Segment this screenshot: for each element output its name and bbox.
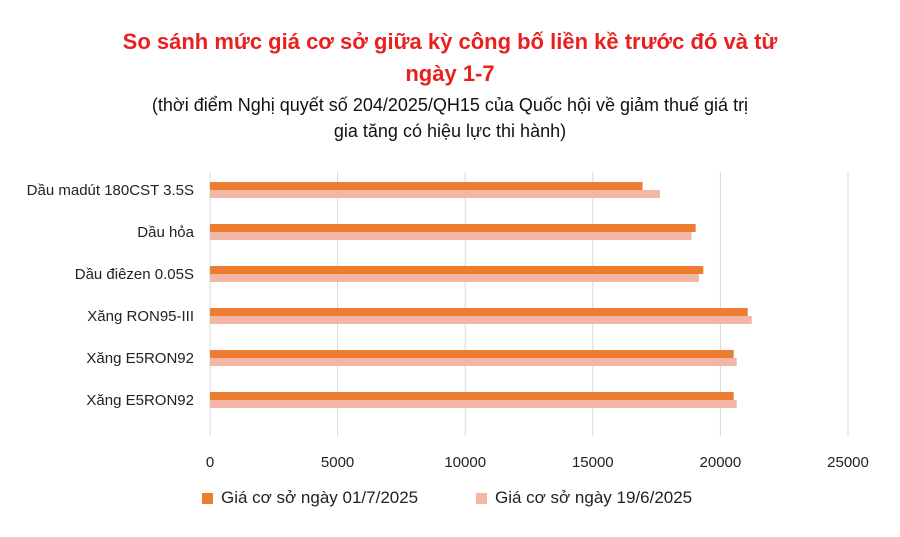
bar-1-3 <box>210 308 748 316</box>
category-label-2: Dầu điêzen 0.05S <box>75 266 194 283</box>
category-label-5: Xăng E5RON92 <box>86 392 194 409</box>
legend-label-series-1: Giá cơ sở ngày 01/7/2025 <box>221 488 419 507</box>
legend-item-series-2: Giá cơ sở ngày 19/6/2025 <box>476 488 692 508</box>
bar-1-0 <box>210 182 643 190</box>
x-tick-label-3: 15000 <box>572 454 614 471</box>
chart-subtitle-line-1: (thời điểm Nghị quyết số 204/2025/QH15 c… <box>151 95 749 115</box>
x-tick-label-1: 5000 <box>321 454 354 471</box>
x-tick-label-2: 10000 <box>444 454 486 471</box>
chart-title: So sánh mức giá cơ sở giữa kỳ công bố li… <box>0 26 900 90</box>
category-label-0: Dầu madút 180CST 3.5S <box>27 182 194 199</box>
chart-title-line-1: So sánh mức giá cơ sở giữa kỳ công bố li… <box>122 29 778 54</box>
legend-swatch-series-2 <box>476 492 487 504</box>
chart-legend: Giá cơ sở ngày 01/7/2025 Giá cơ sở ngày … <box>0 488 900 512</box>
legend-label-series-2: Giá cơ sở ngày 19/6/2025 <box>495 488 693 507</box>
category-label-3: Xăng RON95-III <box>87 308 194 325</box>
x-tick-label-4: 20000 <box>700 454 742 471</box>
bar-2-0 <box>210 190 660 198</box>
bar-1-5 <box>210 392 734 400</box>
bar-1-2 <box>210 266 704 274</box>
chart-title-line-2: ngày 1-7 <box>405 61 495 86</box>
bar-2-2 <box>210 274 699 282</box>
category-label-4: Xăng E5RON92 <box>86 350 194 367</box>
bar-2-1 <box>210 232 692 240</box>
bar-2-3 <box>210 316 752 324</box>
bar-2-4 <box>210 358 737 366</box>
chart-subtitle-line-2: gia tăng có hiệu lực thi hành) <box>333 121 567 141</box>
bar-2-5 <box>210 400 737 408</box>
chart-subtitle: (thời điểm Nghị quyết số 204/2025/QH15 c… <box>0 92 900 144</box>
x-tick-label-0: 0 <box>206 454 214 471</box>
bar-1-1 <box>210 224 696 232</box>
x-tick-label-5: 25000 <box>827 454 869 471</box>
category-label-1: Dầu hỏa <box>137 224 194 241</box>
bar-1-4 <box>210 350 734 358</box>
legend-swatch-series-1 <box>202 492 213 504</box>
legend-item-series-1: Giá cơ sở ngày 01/7/2025 <box>202 488 418 508</box>
